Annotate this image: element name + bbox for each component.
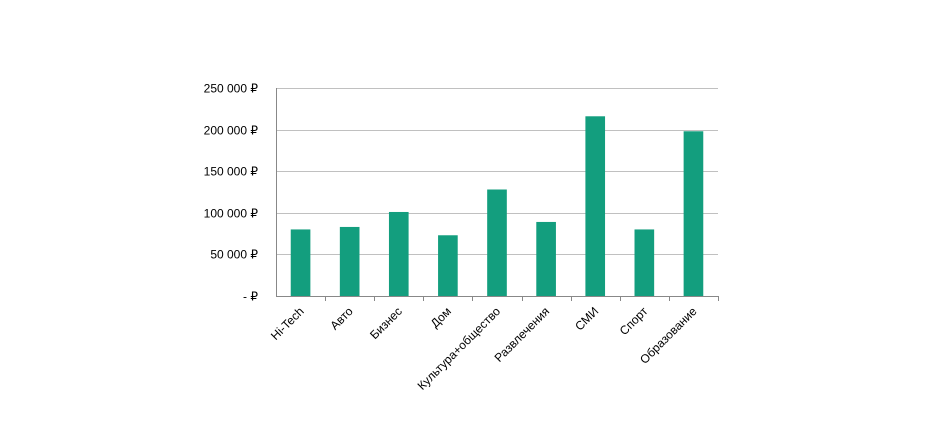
bar bbox=[585, 116, 606, 297]
x-tick-label: Спорт bbox=[617, 304, 651, 338]
bars bbox=[290, 116, 704, 297]
bar bbox=[487, 189, 507, 296]
bar bbox=[536, 221, 556, 296]
axes bbox=[276, 88, 719, 301]
x-tick-label: Hi-Tech bbox=[268, 304, 307, 343]
x-tick-label: СМИ bbox=[572, 304, 601, 333]
x-tick-label: Бизнес bbox=[367, 304, 405, 342]
bar bbox=[290, 229, 311, 296]
bar bbox=[683, 131, 704, 296]
y-tick-labels: - ₽ 50 000 ₽ 100 000 ₽ 150 000 ₽ 200 000 ₽ 25… bbox=[204, 82, 259, 304]
bar bbox=[634, 229, 655, 296]
x-tick-label: Дом bbox=[428, 304, 454, 330]
y-tick-label: 250 000 ₽ bbox=[204, 82, 259, 96]
x-tick-label: Авто bbox=[327, 304, 356, 333]
y-tick-label: 50 000 ₽ bbox=[210, 248, 258, 262]
y-tick-label: 200 000 ₽ bbox=[204, 124, 259, 138]
bar bbox=[438, 235, 458, 296]
y-tick-label: 100 000 ₽ bbox=[204, 207, 259, 221]
y-tick-label: - ₽ bbox=[243, 290, 258, 304]
bar bbox=[388, 211, 409, 296]
y-tick-label: 150 000 ₽ bbox=[204, 165, 259, 179]
bar bbox=[339, 226, 360, 296]
x-tick-labels: Hi-Tech Авто Бизнес ДомКультура+обществоРаз… bbox=[268, 304, 700, 393]
x-tick-label: Культура+общество bbox=[415, 304, 504, 393]
